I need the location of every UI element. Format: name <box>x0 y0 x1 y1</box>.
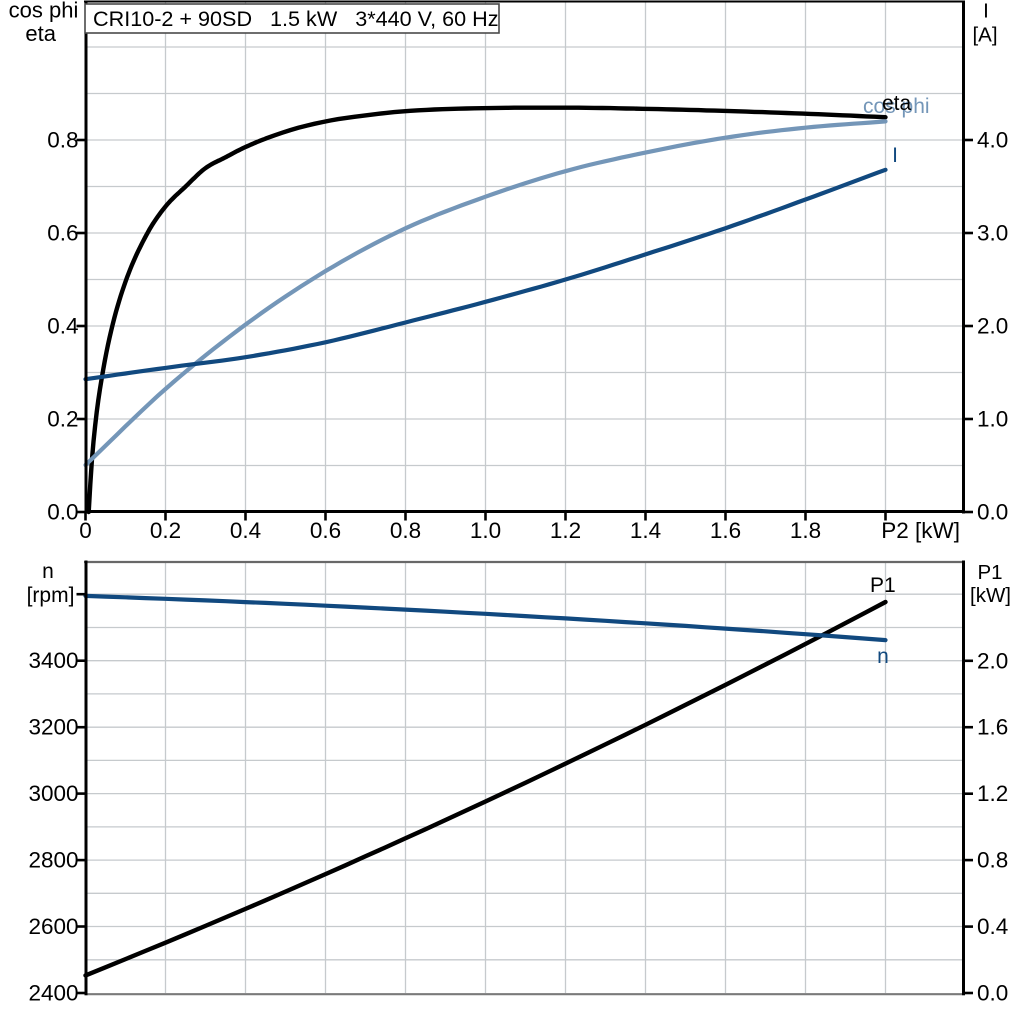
svg-text:0.8: 0.8 <box>977 848 1008 873</box>
svg-text:0.4: 0.4 <box>977 914 1008 939</box>
svg-text:0: 0 <box>79 518 92 543</box>
svg-text:n: n <box>877 645 889 668</box>
svg-text:0.4: 0.4 <box>47 314 78 339</box>
svg-text:P1: P1 <box>870 574 896 597</box>
svg-text:0.2: 0.2 <box>47 407 78 432</box>
svg-text:1.2: 1.2 <box>550 518 581 543</box>
svg-text:3.0: 3.0 <box>977 221 1008 246</box>
svg-text:[kW]: [kW] <box>970 584 1011 607</box>
svg-text:1.4: 1.4 <box>630 518 661 543</box>
svg-text:3400: 3400 <box>28 648 78 673</box>
svg-text:1.6: 1.6 <box>977 715 1008 740</box>
svg-text:0.4: 0.4 <box>230 518 261 543</box>
svg-text:2400: 2400 <box>28 981 78 1006</box>
svg-text:3000: 3000 <box>28 781 78 806</box>
svg-text:1.8: 1.8 <box>790 518 821 543</box>
svg-text:3200: 3200 <box>28 715 78 740</box>
svg-text:2.0: 2.0 <box>977 648 1008 673</box>
svg-text:0.2: 0.2 <box>150 518 181 543</box>
svg-text:I: I <box>983 0 989 23</box>
svg-text:2800: 2800 <box>28 848 78 873</box>
svg-text:cos phi: cos phi <box>9 0 79 22</box>
svg-text:0.0: 0.0 <box>977 500 1008 525</box>
svg-text:I: I <box>892 144 898 167</box>
svg-text:1.6: 1.6 <box>710 518 741 543</box>
svg-text:0.6: 0.6 <box>47 221 78 246</box>
svg-text:1.0: 1.0 <box>977 407 1008 432</box>
svg-text:CRI10-2 + 90SD 1.5 kW 3*44: CRI10-2 + 90SD 1.5 kW 3*440 V, 60 Hz <box>93 6 499 31</box>
svg-text:0.8: 0.8 <box>47 128 78 153</box>
svg-text:1.0: 1.0 <box>470 518 501 543</box>
svg-text:[rpm]: [rpm] <box>27 584 75 607</box>
svg-text:1.2: 1.2 <box>977 781 1008 806</box>
svg-text:2.0: 2.0 <box>977 314 1008 339</box>
svg-text:0.0: 0.0 <box>47 500 78 525</box>
svg-text:[A]: [A] <box>972 24 997 47</box>
svg-text:2600: 2600 <box>28 914 78 939</box>
svg-text:n: n <box>42 560 54 583</box>
svg-text:eta: eta <box>25 21 56 46</box>
svg-text:P1: P1 <box>977 561 1002 584</box>
svg-text:4.0: 4.0 <box>977 128 1008 153</box>
svg-text:eta: eta <box>882 92 912 115</box>
svg-text:cos phi: cos phi <box>863 95 930 118</box>
svg-text:P2 [kW]: P2 [kW] <box>881 518 960 543</box>
svg-text:0.8: 0.8 <box>390 518 421 543</box>
svg-text:0.0: 0.0 <box>977 981 1008 1006</box>
svg-text:0.6: 0.6 <box>310 518 341 543</box>
